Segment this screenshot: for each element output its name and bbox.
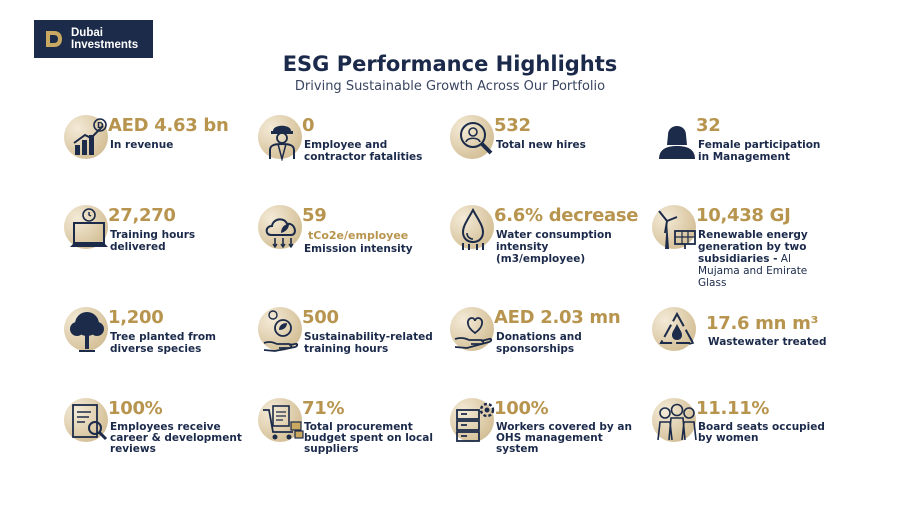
metric-value: 17.6 mn m³ [706,313,819,334]
metric-label: Renewable energy generation by two subsi… [698,229,833,289]
metric-label: Employee and contractor fatalities [304,139,423,163]
metric-value: 500 [302,307,339,328]
renewable-energy-icon [652,205,698,251]
metric-label: In revenue [110,139,174,151]
procurement-cart-icon [258,398,304,444]
tree-icon [64,307,110,353]
metric-card-revenue: D AED 4.63 bn In revenue [64,115,269,190]
metric-label: Donations and sponsorships [496,331,582,355]
metric-value: 1,200 [108,307,164,328]
worker-helmet-icon [258,115,304,161]
metric-label: Female participation in Management [698,139,821,163]
metric-value: AED 2.03 mn [494,307,621,328]
metric-card-trees: 1,200 Tree planted from diverse species [64,307,269,382]
logo-mark-icon [46,31,62,47]
emission-cloud-icon [258,205,304,251]
page-subtitle: Driving Sustainable Growth Across Our Po… [294,79,606,94]
metric-card-training-hours: 27,270 Training hours delivered [64,205,269,280]
metric-label-bold: Renewable energy generation by two subsi… [698,229,808,265]
metric-card-emission-intensity: 59 tCo2e/employee Emission intensity [258,205,463,280]
metric-label: Wastewater treated [708,336,827,348]
metric-value: 6.6% decrease [494,205,639,226]
metric-card-donations: AED 2.03 mn Donations and sponsorships [450,307,655,382]
metric-label: Employees receive career & development r… [110,421,242,455]
metric-label: Tree planted from diverse species [110,331,216,355]
new-hires-icon [450,115,496,161]
metric-value: 10,438 GJ [696,205,791,226]
logo-line-1: Dubai [71,27,103,39]
company-logo: Dubai Investments [34,20,153,58]
metric-card-procurement: 71% Total procurement budget spent on lo… [258,398,463,473]
metric-card-wastewater: 17.6 mn m³ Wastewater treated [652,307,857,382]
metric-value: 59 [302,205,327,226]
wastewater-recycle-icon [652,307,698,353]
metric-value: 0 [302,115,315,136]
ohs-system-icon [450,398,496,444]
metric-label: Emission intensity [304,243,413,255]
page-title: ESG Performance Highlights [282,52,618,76]
metric-label: Water consumption intensity (m3/employee… [496,229,612,265]
metric-label: Board seats occupied by women [698,421,825,444]
page-header: ESG Performance Highlights Driving Susta… [0,52,900,94]
metric-value: 32 [696,115,721,136]
metric-label: Sustainability-related training hours [304,331,433,355]
metric-card-ohs: 100% Workers covered by an OHS managemen… [450,398,655,473]
svg-text:D: D [97,121,104,130]
metric-card-sustainability-training: 500 Sustainability-related training hour… [258,307,463,382]
sustainability-training-icon [258,307,304,353]
metric-value: 100% [494,398,549,419]
metric-value: 27,270 [108,205,176,226]
board-women-icon [652,398,698,444]
training-laptop-icon [64,205,110,251]
donation-heart-icon [450,307,496,353]
metric-card-female-management: 32 Female participation in Management [652,115,857,190]
metric-value: 11.11% [696,398,770,419]
metric-card-new-hires: 532 Total new hires [450,115,655,190]
metric-value: 532 [494,115,531,136]
metric-label: Workers covered by an OHS management sys… [496,421,632,455]
metric-card-renewable-energy: 10,438 GJ Renewable energy generation by… [652,205,857,289]
revenue-chart-icon: D [64,115,110,161]
metric-value: 71% [302,398,345,419]
metric-card-water-consumption: 6.6% decrease Water consumption intensit… [450,205,655,280]
metric-unit: tCo2e/employee [308,229,409,242]
logo-line-2: Investments [71,39,139,51]
metric-value: AED 4.63 bn [108,115,229,136]
female-manager-icon [652,115,698,161]
metric-label-light: Al Mujama and Emirate Glass [698,253,808,289]
metric-label: Total procurement budget spent on local … [304,421,433,455]
metric-value: 100% [108,398,163,419]
metric-card-fatalities: 0 Employee and contractor fatalities [258,115,463,190]
metric-card-reviews: 100% Employees receive career & developm… [64,398,269,473]
metric-label: Total new hires [496,139,586,151]
review-document-icon [64,398,110,444]
metric-card-board-women: 11.11% Board seats occupied by women [652,398,857,473]
metric-label: Training hours delivered [110,229,196,253]
water-drop-icon [450,205,496,251]
